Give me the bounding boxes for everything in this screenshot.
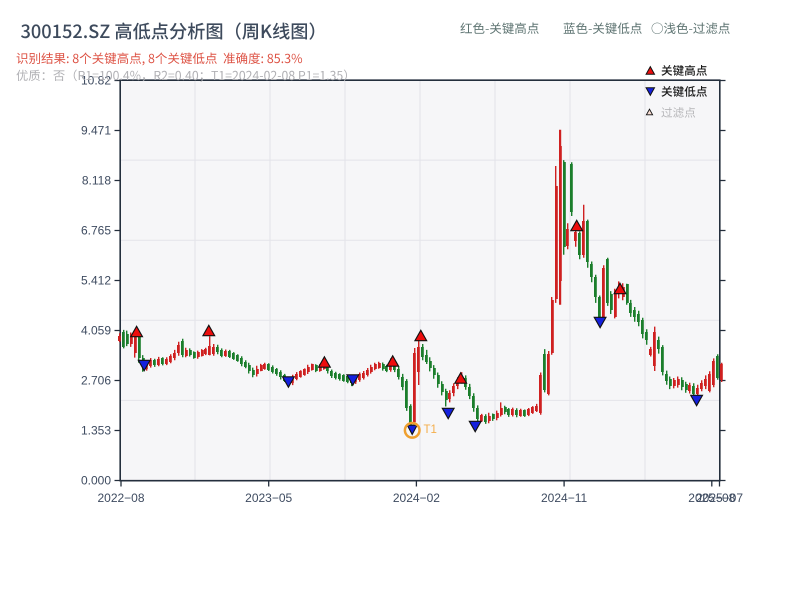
- svg-text:5.412: 5.412: [81, 274, 111, 288]
- svg-text:2025−07: 2025−07: [696, 491, 743, 505]
- svg-text:4.059: 4.059: [81, 324, 111, 338]
- svg-text:T1: T1: [424, 424, 437, 436]
- svg-text:6.765: 6.765: [81, 224, 111, 238]
- svg-text:2025−08: 2025−08: [688, 491, 735, 505]
- svg-text:9.471: 9.471: [81, 124, 111, 138]
- svg-text:2024−02: 2024−02: [393, 491, 440, 505]
- svg-text:2022−08: 2022−08: [97, 491, 144, 505]
- svg-text:8.118: 8.118: [82, 174, 111, 188]
- svg-text:0.000: 0.000: [81, 474, 111, 488]
- svg-text:2.706: 2.706: [81, 374, 111, 388]
- svg-text:2023−05: 2023−05: [245, 491, 292, 505]
- svg-text:1.353: 1.353: [81, 424, 111, 438]
- svg-text:2024−11: 2024−11: [541, 491, 587, 505]
